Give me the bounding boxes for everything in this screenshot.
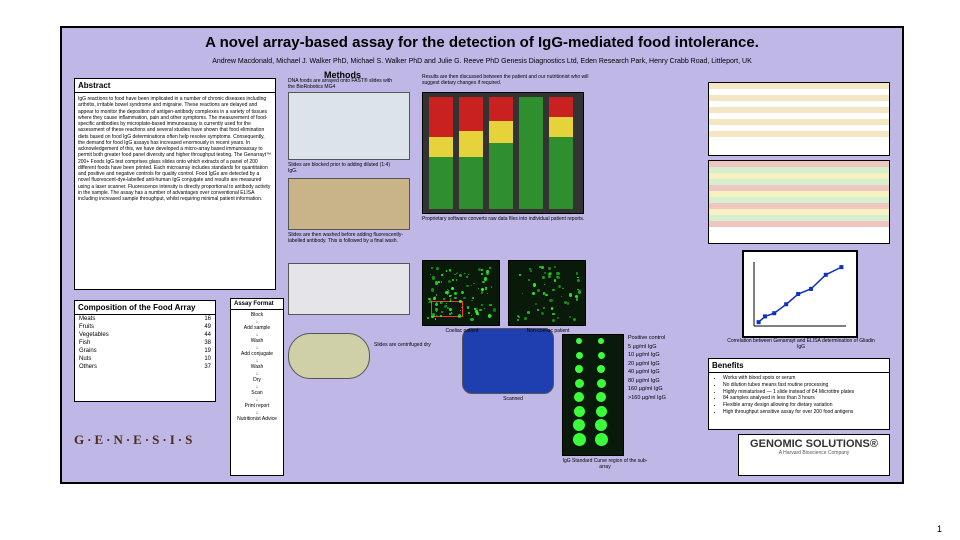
composition-table: Meats16Fruits49Vegetables44Fish38Grains1… — [75, 315, 215, 371]
table-row: Vegetables44 — [75, 331, 215, 339]
std-label: 5 µg/ml IgG — [628, 343, 708, 352]
poster-title: A novel array-based assay for the detect… — [112, 34, 852, 51]
caption-tray: Slides are blocked prior to adding dilut… — [288, 162, 398, 174]
gs-logo-line1: GENOMIC SOLUTIONS® — [739, 438, 889, 450]
assay-flow-steps: Block↓Add sample↓Wash↓Add conjugate↓Wash… — [231, 310, 283, 425]
data-table-1 — [708, 82, 890, 156]
data-table-2 — [708, 160, 890, 244]
std-label: 40 µg/ml IgG — [628, 368, 708, 377]
std-label: 80 µg/ml IgG — [628, 377, 708, 386]
list-item: No dilution tubes means fast routine pro… — [723, 382, 885, 389]
standard-curve-labels: Positive control5 µg/ml IgG10 µg/ml IgG2… — [628, 334, 708, 402]
genomic-solutions-logo: GENOMIC SOLUTIONS® A Harvard Bioscience … — [738, 434, 890, 476]
assay-flow-box: Assay Format Block↓Add sample↓Wash↓Add c… — [230, 298, 284, 476]
std-label: Positive control — [628, 334, 708, 343]
benefits-box: Benefits Works with blood spots or serum… — [708, 358, 890, 430]
list-item: Highly miniaturised — 1 slide instead of… — [723, 389, 885, 396]
std-label: 10 µg/ml IgG — [628, 351, 708, 360]
standard-curve-caption: IgG Standard Curve region of the sub-arr… — [560, 458, 650, 470]
composition-box: Composition of the Food Array Meats16Fru… — [74, 300, 216, 402]
table-row: Meats16 — [75, 315, 215, 323]
standard-curve-array — [562, 334, 624, 456]
assay-flow-heading: Assay Format — [231, 299, 283, 310]
caption-wash: Slides are then washed before adding flu… — [288, 232, 408, 244]
poster: A novel array-based assay for the detect… — [60, 26, 904, 484]
caption-centrifuge: Slides are centrifuged dry — [374, 342, 444, 348]
abstract-heading: Abstract — [75, 79, 275, 93]
gs-logo-line2: A Harvard Bioscience Company — [739, 450, 889, 456]
correlation-chart — [742, 250, 858, 338]
std-label: 160 µg/ml IgG — [628, 385, 708, 394]
slide-stage: A novel array-based assay for the detect… — [0, 0, 960, 540]
poster-authors: Andrew Macdonald, Michael J. Walker PhD,… — [102, 58, 862, 65]
instrument-arrayer — [288, 92, 410, 160]
list-item: High throughput sensitive assay for over… — [723, 409, 885, 416]
array-image-noncoeliac — [508, 260, 586, 326]
list-item: Works with blood spots or serum — [723, 375, 885, 382]
table-row: Fish38 — [75, 339, 215, 347]
results-caption-heatmap: Proprietary software converts raw data f… — [422, 216, 592, 222]
table-row: Nuts10 — [75, 355, 215, 363]
std-label: >160 µg/ml IgG — [628, 394, 708, 403]
heatmap-lane — [549, 97, 573, 209]
heatmap-lane — [519, 97, 543, 209]
correlation-caption: Correlation between Genarrayt and ELISA … — [726, 338, 876, 350]
heatmap-lane — [429, 97, 453, 209]
abstract-box: Abstract IgG reactions to food have been… — [74, 78, 276, 290]
caption-scanner: Scanned — [488, 396, 538, 402]
table-row: Fruits49 — [75, 323, 215, 331]
array-image-coeliac — [422, 260, 500, 326]
heatmap-lane — [459, 97, 483, 209]
page-number: 1 — [937, 524, 942, 534]
panel-label-left: Coeliac patient — [424, 328, 500, 334]
results-heatmap — [422, 92, 584, 214]
list-item: Flexible array design allowing for dieta… — [723, 402, 885, 409]
genesis-logo: G·E·N·E·S·I·S — [74, 432, 195, 448]
instrument-tray — [288, 178, 410, 230]
benefits-heading: Benefits — [709, 359, 889, 373]
std-label: 20 µg/ml IgG — [628, 360, 708, 369]
instrument-scanner — [462, 328, 554, 394]
results-caption-top: Results are then discussed between the p… — [422, 74, 592, 86]
instrument-centrifuge — [288, 333, 370, 379]
composition-heading: Composition of the Food Array — [75, 301, 215, 315]
table-row: Others37 — [75, 363, 215, 371]
table-row: Grains19 — [75, 347, 215, 355]
scatter-plot-icon — [744, 252, 856, 336]
caption-arrayer: DNA foods are arrayed onto FAST® slides … — [288, 78, 398, 90]
list-item: 84 samples analysed in less than 3 hours — [723, 395, 885, 402]
benefits-list: Works with blood spots or serumNo diluti… — [713, 375, 885, 416]
instrument-wash — [288, 263, 410, 315]
heatmap-lane — [489, 97, 513, 209]
abstract-body: IgG reactions to food have been implicat… — [75, 93, 275, 205]
